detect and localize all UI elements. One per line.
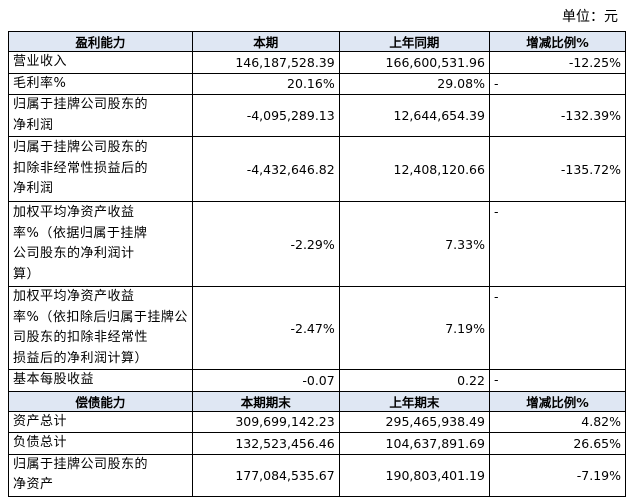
current-cell: 20.16% <box>191 72 340 95</box>
label-line: 加权平均净资产收益 <box>13 289 135 304</box>
label-line: 资产总计 <box>13 413 68 429</box>
header-cell: 上年同期 <box>338 31 490 52</box>
change-cell: -7.19% <box>488 453 626 497</box>
header-cell: 盈利能力 <box>8 31 193 52</box>
label-line: 率%（依扣除后归属于挂牌公 <box>13 309 188 325</box>
data-row: 负债总计 132,523,456.46 104,637,891.69 26.65% <box>8 432 626 455</box>
current-cell: -4,095,289.13 <box>191 94 340 137</box>
row-label: 毛利率% <box>8 72 193 95</box>
data-row: 加权平均净资产收益率%（依扣除后归属于挂牌公 司股东的扣除非经常性 损益后的净利润计… <box>8 286 626 370</box>
previous-cell: 29.08% <box>338 72 490 95</box>
row-label: 加权平均净资产收益率%（依扣除后归属于挂牌公 司股东的扣除非经常性 损益后的净利润计… <box>8 286 193 370</box>
header-cell: 增减比例% <box>488 31 626 52</box>
unit-label: 单位：元 <box>562 9 618 25</box>
change-cell: 4.82% <box>488 410 626 433</box>
row-label: 营业收入 <box>8 51 193 74</box>
change-cell: -12.25% <box>488 51 626 74</box>
change-cell: 26.65% <box>488 432 626 455</box>
change-cell: -135.72% <box>488 136 626 202</box>
data-row: 资产总计 309,699,142.23 295,465,938.49 4.82% <box>8 410 626 433</box>
header-row: 盈利能力 本期 上年同期 增减比例% <box>8 31 626 52</box>
change-cell: - <box>488 369 626 392</box>
label-line: 扣除非经常性损益后的 <box>13 160 149 176</box>
label-line: 净资产 <box>13 477 54 492</box>
previous-cell: 7.19% <box>338 286 490 370</box>
label-line: 归属于挂牌公司股东的 <box>13 140 149 156</box>
label-line: 净利润 <box>13 117 54 133</box>
data-row: 归属于挂牌公司股东的 净利润 -4,095,289.13 12,644,654.39-… <box>8 94 626 137</box>
previous-cell: 190,803,401.19 <box>338 453 490 497</box>
label-line: 率%（依据归属于挂牌 <box>13 225 148 241</box>
current-cell: -2.47% <box>191 286 340 370</box>
previous-cell: 12,408,120.66 <box>338 136 490 202</box>
label-line: 基本每股收益 <box>13 372 95 387</box>
row-label: 归属于挂牌公司股东的 净资产 <box>8 453 193 497</box>
data-row: 基本每股收益 -0.07 0.22- <box>8 369 626 392</box>
row-label: 归属于挂牌公司股东的 扣除非经常性损益后的 净利润 <box>8 136 193 202</box>
change-cell: - <box>488 72 626 95</box>
change-cell: - <box>488 286 626 370</box>
label-line: 归属于挂牌公司股东的 <box>13 456 149 472</box>
change-cell: -132.39% <box>488 94 626 137</box>
row-label: 基本每股收益 <box>8 369 193 392</box>
row-label: 资产总计 <box>8 410 193 433</box>
current-cell: 146,187,528.39 <box>191 51 340 74</box>
financial-table: 盈利能力 本期 上年同期 增减比例% 营业收入 146,187,528.39 166,600… <box>8 31 626 497</box>
label-line: 算） <box>13 266 41 282</box>
data-row: 加权平均净资产收益 率%（依据归属于挂牌 公司股东的净利润计 算） -2.29% 7.33… <box>8 201 626 287</box>
current-cell: -2.29% <box>191 201 340 287</box>
change-cell: - <box>488 201 626 287</box>
header-cell: 上年期末 <box>338 390 490 412</box>
label-line: 归属于挂牌公司股东的 <box>13 97 149 112</box>
label-line: 负债总计 <box>13 435 68 450</box>
data-row: 营业收入 146,187,528.39 166,600,531.96 -12.25% <box>8 51 626 74</box>
row-label: 归属于挂牌公司股东的 净利润 <box>8 94 193 137</box>
data-row: 归属于挂牌公司股东的 净资产 177,084,535.67 190,803,401.1… <box>8 453 626 497</box>
previous-cell: 12,644,654.39 <box>338 94 490 137</box>
label-line: 损益后的净利润计算） <box>13 350 149 366</box>
header-row: 偿债能力 本期期末 上年期末 增减比例% <box>8 390 626 412</box>
current-cell: 177,084,535.67 <box>191 453 340 497</box>
label-line: 营业收入 <box>13 54 68 69</box>
current-cell: 309,699,142.23 <box>191 410 340 433</box>
header-cell: 增减比例% <box>488 390 626 412</box>
current-cell: 132,523,456.46 <box>191 432 340 455</box>
previous-cell: 295,465,938.49 <box>338 410 490 433</box>
header-cell: 本期 <box>191 31 340 52</box>
data-row: 归属于挂牌公司股东的 扣除非经常性损益后的 净利润 -4,432,646.82 12,4… <box>8 136 626 202</box>
current-cell: -4,432,646.82 <box>191 136 340 202</box>
label-line: 毛利率% <box>13 75 67 91</box>
label-line: 司股东的扣除非经常性 <box>13 330 149 345</box>
data-row: 毛利率% 20.16% 29.08% - <box>8 72 626 95</box>
label-line: 净利润 <box>13 181 54 197</box>
row-label: 加权平均净资产收益 率%（依据归属于挂牌 公司股东的净利润计 算） <box>8 201 193 287</box>
label-line: 公司股东的净利润计 <box>13 246 135 261</box>
header-cell: 偿债能力 <box>8 390 193 412</box>
previous-cell: 104,637,891.69 <box>338 432 490 455</box>
previous-cell: 7.33% <box>338 201 490 287</box>
current-cell: -0.07 <box>191 369 340 392</box>
previous-cell: 0.22 <box>338 369 490 392</box>
label-line: 加权平均净资产收益 <box>13 205 135 220</box>
row-label: 负债总计 <box>8 432 193 455</box>
previous-cell: 166,600,531.96 <box>338 51 490 74</box>
header-cell: 本期期末 <box>191 390 340 412</box>
